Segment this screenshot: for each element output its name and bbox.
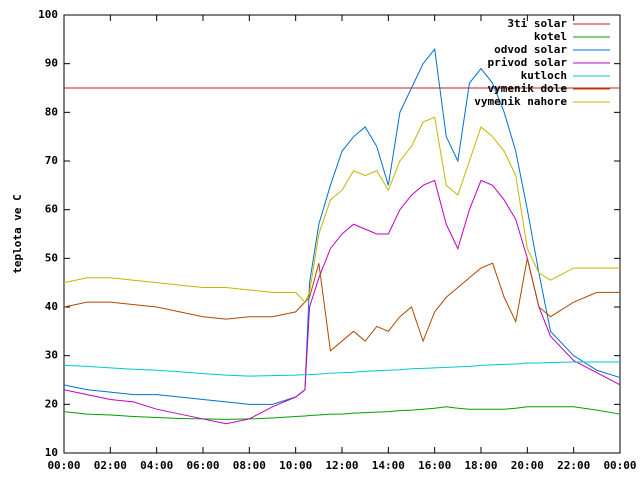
x-tick-label: 00:00 (47, 459, 80, 472)
y-tick-label: 20 (45, 397, 58, 410)
x-tick-label: 10:00 (279, 459, 312, 472)
series-line (63, 258, 620, 352)
x-tick-label: 00:00 (603, 459, 636, 472)
x-tick-label: 20:00 (511, 459, 544, 472)
series-line (63, 406, 621, 420)
y-tick-label: 60 (45, 203, 58, 216)
y-tick-label: 80 (45, 105, 58, 118)
x-tick-label: 04:00 (140, 459, 173, 472)
y-tick-label: 90 (45, 57, 58, 70)
x-tick-label: 18:00 (464, 459, 497, 472)
y-axis-label: teplota ve C (11, 194, 24, 273)
series-line (63, 116, 620, 304)
legend-label: kotel (534, 30, 567, 43)
y-tick-label: 70 (45, 154, 58, 167)
y-tick-label: 50 (45, 251, 58, 264)
x-tick-label: 16:00 (418, 459, 451, 472)
legend-label: vymenik nahore (474, 95, 567, 108)
legend-label: odvod solar (494, 43, 567, 56)
y-tick-label: 100 (38, 8, 58, 21)
x-tick-label: 22:00 (557, 459, 590, 472)
series-line (63, 47, 621, 405)
x-tick-label: 08:00 (233, 459, 266, 472)
legend-label: vymenik dole (488, 82, 568, 95)
y-tick-label: 30 (45, 349, 58, 362)
y-tick-label: 10 (45, 446, 58, 459)
series-line (63, 179, 621, 425)
legend-label: 3ti solar (507, 17, 567, 30)
x-tick-label: 06:00 (186, 459, 219, 472)
legend-label: kutloch (521, 69, 567, 82)
x-tick-label: 14:00 (372, 459, 405, 472)
series-line (63, 361, 620, 377)
y-tick-label: 40 (45, 300, 58, 313)
x-tick-label: 02:00 (94, 459, 127, 472)
legend-label: privod solar (488, 56, 568, 69)
x-tick-label: 12:00 (325, 459, 358, 472)
